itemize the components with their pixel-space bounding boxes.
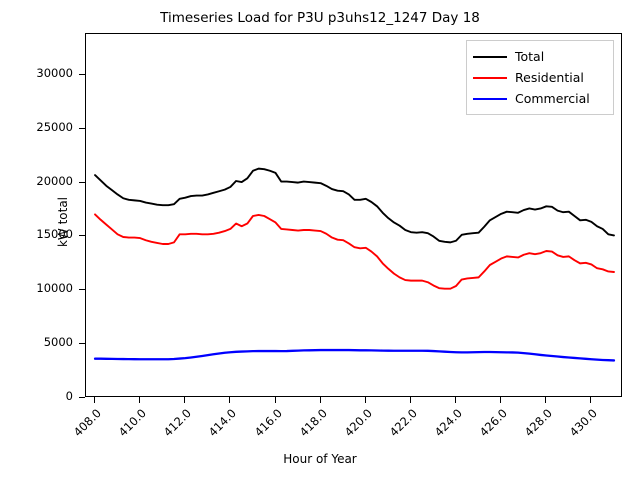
x-tick (409, 397, 411, 403)
x-tick-label: 410.0 (115, 406, 150, 440)
y-tick-label: 5000 (43, 335, 73, 350)
x-tick-label: 420.0 (341, 406, 375, 440)
x-tick (229, 397, 231, 403)
y-tick (79, 289, 85, 291)
y-tick-label: 30000 (36, 65, 73, 80)
x-tick-label: 422.0 (386, 406, 420, 440)
y-tick (79, 73, 85, 75)
legend-item-total: Total (473, 46, 607, 67)
series-line-commercial (93, 348, 616, 362)
x-tick-label: 424.0 (431, 406, 465, 440)
y-tick-label: 20000 (36, 173, 73, 188)
legend-item-residential: Residential (473, 67, 607, 88)
x-tick (184, 397, 186, 403)
legend-label: Commercial (515, 91, 590, 106)
y-tick (79, 127, 85, 129)
x-tick-label: 416.0 (251, 406, 285, 440)
legend-swatch (473, 76, 507, 79)
x-tick-label: 414.0 (206, 406, 240, 440)
chart-title: Timeseries Load for P3U p3uhs12_1247 Day… (160, 10, 480, 26)
legend: Total Residential Commercial (466, 40, 614, 115)
legend-label: Residential (515, 70, 584, 85)
y-tick (79, 397, 85, 398)
x-tick-label: 412.0 (160, 406, 195, 440)
series-lines (93, 167, 616, 362)
x-tick (139, 397, 141, 403)
legend-swatch (473, 97, 507, 100)
x-tick (500, 397, 502, 403)
x-tick-label: 430.0 (567, 406, 601, 440)
x-tick (364, 397, 366, 403)
y-tick-label: 25000 (36, 119, 73, 134)
y-tick (79, 343, 85, 345)
x-tick (94, 397, 96, 403)
legend-label: Total (515, 49, 545, 64)
legend-item-commercial: Commercial (473, 88, 607, 109)
x-tick (274, 397, 276, 403)
x-tick-label: 426.0 (476, 406, 511, 440)
x-tick (590, 397, 592, 403)
x-tick-label: 408.0 (70, 406, 104, 440)
y-tick (79, 181, 85, 183)
y-tick-label: 0 (65, 389, 73, 403)
series-line-residential (94, 213, 615, 290)
x-tick (455, 397, 457, 403)
x-tick-label: 418.0 (296, 406, 330, 440)
x-axis-label: Hour of Year (283, 452, 357, 466)
y-tick-label: 10000 (36, 281, 73, 296)
y-tick (79, 235, 85, 237)
x-tick (319, 397, 321, 403)
y-tick-label: 15000 (36, 227, 73, 242)
legend-swatch (473, 55, 507, 58)
x-tick (545, 397, 547, 403)
x-tick-label: 428.0 (521, 406, 556, 440)
series-line-total (94, 167, 615, 244)
